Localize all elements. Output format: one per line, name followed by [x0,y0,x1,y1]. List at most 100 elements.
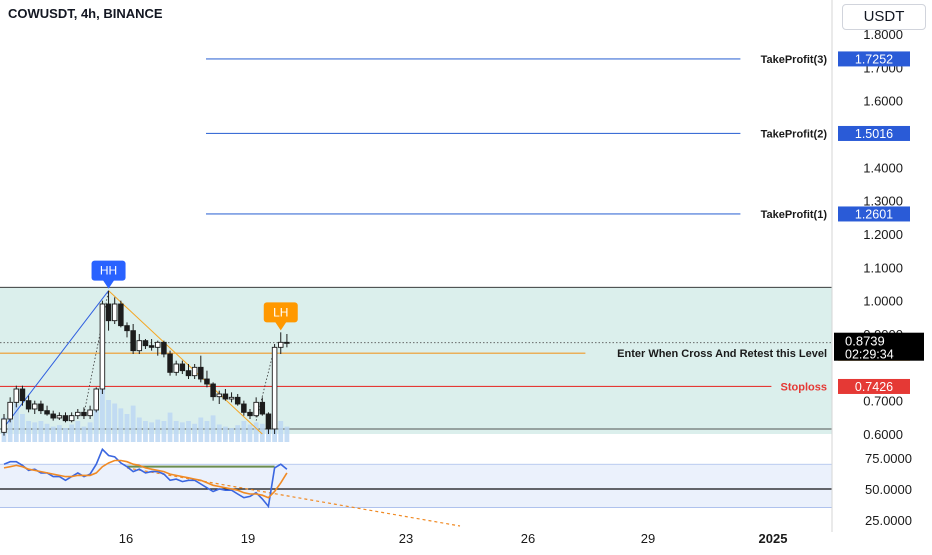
volume-bar [173,421,179,442]
price-tick-label: 1.2000 [863,227,903,242]
candle-body [148,345,155,348]
candle-body [75,411,81,417]
candle-body [210,383,216,398]
candle-body [253,401,259,417]
candle-body [278,341,284,348]
candle-body [142,340,149,347]
candle-body [44,410,50,415]
oscillator-trend-line [126,467,461,527]
price-badge [838,51,910,67]
candle-body [19,388,26,402]
pattern-badge-label: HH [100,264,117,278]
oscillator-tick-label: 25.0000 [865,513,912,528]
candle-body [259,401,266,415]
volume-bar [106,400,111,442]
price-tick-label: 1.1000 [863,260,903,275]
volume-bar [13,403,19,442]
price-badge [838,125,910,141]
volume-bar [241,421,247,442]
volume-bar [186,421,191,442]
time-tick-label: 16 [119,531,133,546]
consolidation-zone [0,287,832,434]
volume-bar [167,412,173,442]
level-label: Stoploss [781,381,827,393]
candle-body [222,393,229,400]
volume-bar [149,422,154,442]
candle-body [32,403,38,410]
candle-body [87,409,93,417]
candle-body [50,413,56,419]
pattern-badge [263,302,298,323]
volume-bar [253,422,259,442]
candle-body [204,378,210,385]
candle-body [136,340,143,352]
volume-bar [118,408,124,442]
time-tick-label: 23 [399,531,413,546]
candle-body [111,303,118,322]
candle-body [228,396,235,400]
volume-bar [136,417,142,442]
candle-body [38,403,44,412]
oscillator-series-blue [3,447,288,509]
pattern-badge-pointer [102,279,115,289]
volume-bar [259,423,265,442]
level-label: Enter When Cross And Retest this Level [617,348,827,360]
candle-body [216,393,222,398]
candle-body [56,415,63,419]
symbol-title[interactable]: COWUSDT, 4h, BINANCE [8,6,163,21]
volume-bar [63,428,68,442]
time-tick-label: 19 [241,531,255,546]
last-price-value: 0.8739 [845,334,885,349]
volume-bar [204,421,210,442]
volume-bar [192,423,198,442]
candle-body [118,303,124,327]
uptrend-line [3,290,109,428]
volume-bar [216,424,222,442]
level-label: TakeProfit(2) [761,128,828,140]
candle-body [284,341,290,344]
volume-bar [143,421,148,442]
price-tick-label: 1.0000 [863,294,903,309]
candle-body [7,401,13,420]
price-badge-label: 1.7252 [855,52,893,66]
candle-body [265,413,272,430]
last-price-badge [834,332,924,361]
candle-body [93,388,99,411]
candle-body [198,366,204,380]
price-tick-label: 0.7000 [863,394,903,409]
volume-bar [223,426,228,442]
candle-body [185,370,192,377]
candle-body [234,396,241,405]
candle-body [99,303,106,390]
currency-button[interactable]: USDT [842,4,926,30]
pattern-badge-pointer [274,321,287,331]
level-label: TakeProfit(3) [761,54,828,66]
pattern-badge-label: LH [273,305,288,319]
dotted-helper-line [255,347,275,421]
candle-body [241,403,247,413]
volume-bar [210,415,216,442]
candle-body [191,366,198,377]
oscillator-tick-label: 75.0000 [865,451,912,466]
price-tick-label: 1.6000 [863,94,903,109]
volume-bar [247,424,253,442]
candle-body [130,330,136,352]
volume-bar [130,405,136,442]
volume-bar [7,410,13,442]
volume-bar [93,410,99,442]
oscillator-band [0,464,832,508]
time-tick-label: 29 [641,531,655,546]
price-tick-label: 1.3000 [863,194,903,209]
volume-bar [56,425,62,442]
candle-body [161,341,167,355]
price-badge-label: 1.5016 [855,127,893,141]
time-tick-label: 26 [521,531,535,546]
volume-bar [81,426,87,442]
volume-bar [87,422,93,442]
candle-body [105,303,112,322]
volume-bar [112,403,118,442]
volume-bar [50,426,56,442]
volume-bar [69,424,75,442]
